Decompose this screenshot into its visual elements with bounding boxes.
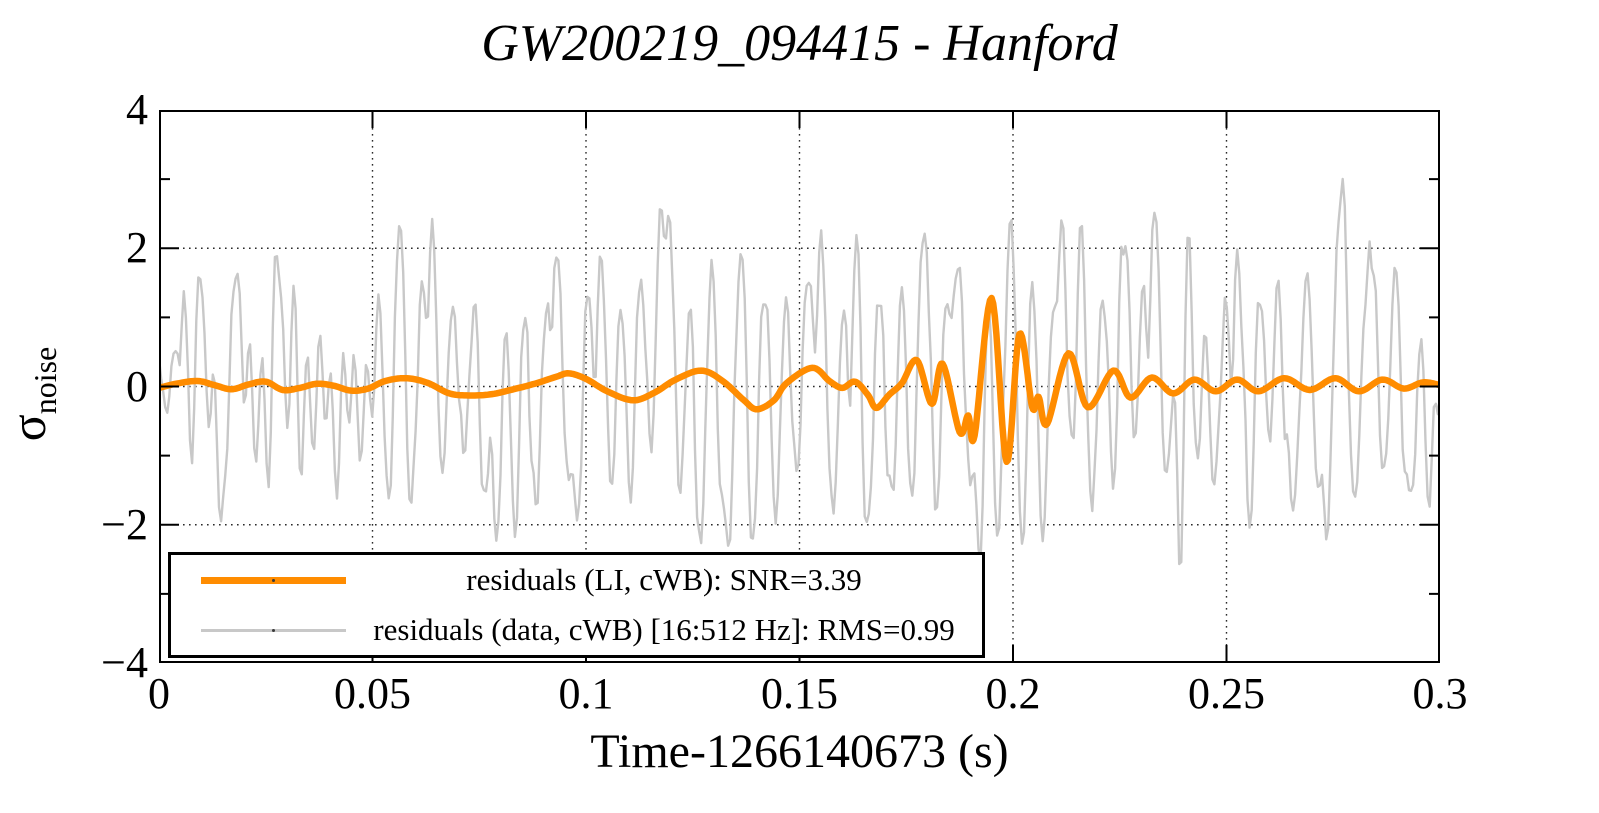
series-li-cwb-line — [159, 294, 1440, 466]
y-tick-label-2: 2 — [126, 223, 148, 273]
legend-row-li-cwb: residuals (LI, cWB): SNR=3.39 — [171, 555, 982, 605]
x-tick-label-0.3: 0.3 — [1412, 669, 1468, 718]
legend-row-data-cwb: residuals (data, cWB) [16:512 Hz]: RMS=0… — [171, 605, 982, 655]
x-tick-label-0.1: 0.1 — [558, 669, 614, 718]
legend-point-marker — [272, 628, 275, 632]
legend-line-sample-orange — [201, 576, 346, 584]
x-axis-label: Time-1266140673 (s) — [590, 725, 1009, 778]
plot-area — [159, 110, 1440, 663]
legend-line-sample-gray — [201, 628, 346, 632]
y-tick-label-−2: −2 — [101, 499, 148, 549]
chart-title: GW200219_094415 - Hanford — [481, 15, 1118, 72]
x-tick-label-0.15: 0.15 — [761, 669, 838, 718]
y-tick-label-−4: −4 — [101, 638, 148, 687]
x-tick-label-0.05: 0.05 — [334, 669, 411, 718]
series-data-cwb-line — [159, 177, 1440, 566]
x-tick-label-0.2: 0.2 — [985, 669, 1041, 718]
legend-label-li-cwb: residuals (LI, cWB): SNR=3.39 — [466, 562, 862, 597]
x-tick-label-0.25: 0.25 — [1188, 669, 1265, 718]
y-tick-label-4: 4 — [126, 85, 148, 134]
y-tick-label-0: 0 — [126, 361, 148, 411]
legend-point-marker — [272, 578, 275, 582]
y-axis-symbol: σ — [0, 414, 56, 442]
legend: residuals (LI, cWB): SNR=3.39 residuals … — [168, 552, 985, 658]
legend-label-data-cwb: residuals (data, cWB) [16:512 Hz]: RMS=0… — [373, 612, 955, 647]
x-tick-label-0: 0 — [148, 669, 170, 718]
